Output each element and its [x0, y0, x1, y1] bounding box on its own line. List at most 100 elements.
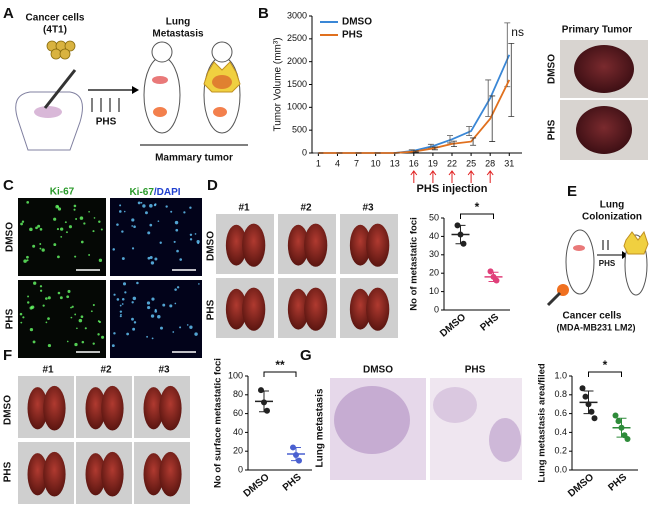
cell-dot: [57, 291, 61, 295]
cell-dot: [189, 325, 193, 329]
error-bar: [451, 140, 457, 148]
cell-dot: [116, 298, 120, 301]
x-tick-label: PHS: [478, 312, 501, 334]
cell-dot: [175, 228, 179, 232]
cell-dot: [27, 295, 29, 298]
injection-arrows: [91, 98, 120, 112]
label: Cancer cells: [26, 13, 85, 24]
cell-dot: [146, 335, 148, 338]
cell-dot: [113, 293, 116, 296]
x-tick-label: 16: [409, 158, 419, 168]
cell-dot: [176, 286, 180, 289]
significance-bracket: [460, 213, 494, 219]
cell-dot: [133, 321, 137, 324]
panel-a: A Cancer cells (4T1) PHS Lung Metastasis…: [3, 5, 248, 164]
error-bar: [489, 95, 496, 142]
y-tick-label: 30: [429, 249, 439, 259]
panel-letter: E: [567, 183, 577, 200]
column-label: #2: [100, 365, 112, 376]
column-label: #1: [42, 365, 54, 376]
cell-dot: [169, 304, 173, 308]
y-tick-label: 20: [429, 268, 439, 278]
data-point: [258, 387, 264, 394]
tumor-image: [576, 106, 632, 154]
cell-dot: [88, 210, 90, 213]
cell-dot: [119, 210, 122, 213]
tissue: [334, 386, 410, 454]
significance-bracket: [588, 371, 622, 377]
cell-dot: [126, 332, 129, 336]
column-label: PHS: [465, 365, 486, 376]
micrograph-dots: [19, 201, 200, 353]
data-point: [487, 268, 494, 275]
cell-dot: [189, 206, 192, 209]
cell-dot: [78, 318, 83, 323]
cell-dot: [153, 203, 157, 207]
data-point: [582, 393, 589, 400]
cell-dot: [149, 255, 153, 259]
cell-dot: [45, 297, 48, 300]
mouse: [565, 229, 595, 295]
panel-letter: G: [300, 347, 312, 364]
y-axis-label: Lung metastasis area/filed: [537, 363, 548, 483]
cell-dot: [39, 289, 43, 292]
column-label: Ki-67: [50, 187, 75, 198]
y-tick-label: 0: [238, 464, 243, 474]
cell-dot: [75, 218, 78, 220]
y-tick-label: 0.6: [554, 408, 567, 418]
cell-dot: [73, 208, 76, 211]
cell-dot: [101, 335, 105, 339]
panel-letter: C: [3, 177, 14, 194]
cell-dot: [131, 317, 134, 321]
cell-dot: [26, 255, 29, 259]
data-point: [624, 435, 631, 442]
cell-dot: [97, 333, 100, 336]
cell-dot: [30, 305, 35, 309]
cell-dot: [198, 283, 200, 285]
lung-photos: [216, 214, 398, 338]
cell-dot: [71, 305, 74, 308]
cell-dot: [162, 303, 166, 307]
column-label: #1: [238, 203, 250, 214]
y-tick-label: 0.8: [554, 389, 567, 399]
y-tick-label: 0: [302, 147, 307, 157]
cell-dot: [137, 201, 141, 205]
cell-dot: [122, 282, 127, 286]
cell-dot: [142, 204, 146, 208]
cell-dot: [21, 220, 25, 223]
y-tick-label: 2500: [287, 33, 307, 43]
y-axis-label: Tumor Volume (mm³): [273, 37, 284, 131]
cell-dot: [97, 320, 100, 323]
row-label: PHS: [547, 119, 558, 140]
cell-dot: [88, 254, 91, 256]
cell-dot: [66, 295, 70, 299]
cell-dot: [56, 228, 60, 231]
column-label: #3: [158, 365, 170, 376]
cell-dot: [174, 220, 179, 225]
error-bar: [447, 135, 453, 144]
x-tick-label: 1: [316, 158, 321, 168]
cell-dot: [140, 201, 143, 204]
lung-lobe: [101, 451, 124, 497]
significance-label: *: [475, 200, 480, 214]
x-tick-label: DMSO: [438, 312, 468, 340]
y-tick-label: 20: [233, 446, 243, 456]
cell-dot: [157, 220, 160, 222]
error-bar: [431, 146, 438, 151]
cell-dot: [45, 321, 48, 324]
x-tick-label: 22: [447, 158, 457, 168]
cell-dot: [66, 340, 69, 343]
cell-dot: [176, 249, 179, 253]
panel-c: C Ki-67 Ki-67/DAPI DMSO PHS: [3, 177, 202, 358]
row-label: PHS: [3, 461, 14, 482]
cell-dot: [39, 285, 43, 288]
x-tick-label: 28: [485, 158, 495, 168]
cell-dot: [154, 310, 158, 313]
cell-dot: [39, 228, 43, 231]
cell-dot: [47, 317, 50, 320]
tumor-image: [574, 45, 634, 93]
cell-dot: [57, 255, 60, 259]
cell-dot: [68, 225, 73, 229]
legend-label: DMSO: [342, 17, 372, 28]
label-part: /DAPI: [154, 187, 181, 198]
